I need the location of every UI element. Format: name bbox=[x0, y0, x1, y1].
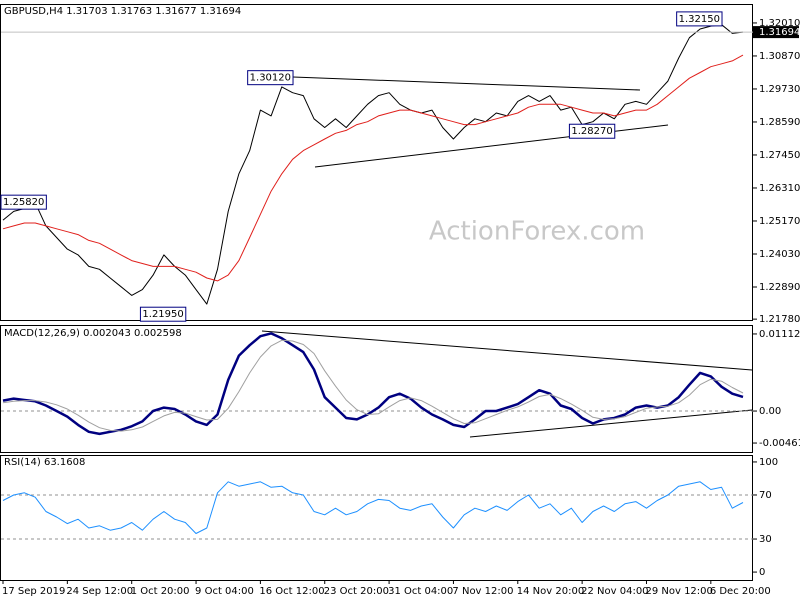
price-panel bbox=[0, 4, 753, 321]
trend-line bbox=[292, 76, 641, 91]
y-tick-label: 0.011123 bbox=[759, 329, 800, 340]
trend-line bbox=[469, 409, 753, 438]
x-tick-label: 22 Nov 04:00 bbox=[581, 586, 648, 597]
series-line bbox=[2, 481, 744, 534]
y-tick-label: 30 bbox=[759, 534, 772, 545]
annotation-label: 1.28270 bbox=[571, 126, 612, 137]
annotation-box bbox=[139, 306, 187, 322]
y-tick-label: -0.004617 bbox=[759, 438, 800, 449]
y-tick-label: 1.22890 bbox=[759, 282, 800, 293]
annotation-label: 1.21950 bbox=[142, 309, 183, 320]
y-tick-label: 1.24030 bbox=[759, 249, 800, 260]
y-tick-label: 100 bbox=[759, 457, 778, 468]
series-line bbox=[2, 339, 744, 432]
x-tick-label: 24 Sep 12:00 bbox=[66, 586, 133, 597]
annotation-label: 1.32150 bbox=[679, 14, 720, 25]
y-tick-label: 1.29730 bbox=[759, 84, 800, 95]
annotation-box bbox=[568, 123, 616, 139]
y-tick-label: 0 bbox=[759, 567, 765, 578]
watermark: ActionForex.com bbox=[429, 217, 645, 247]
x-tick-label: 17 Sep 2019 bbox=[2, 586, 65, 597]
y-tick-label: 1.30870 bbox=[759, 51, 800, 62]
chart-title: GBPUSD,H4 1.31703 1.31763 1.31677 1.3169… bbox=[4, 6, 241, 17]
series-line bbox=[2, 332, 744, 436]
last-price-box bbox=[753, 26, 799, 39]
x-tick-label: 16 Oct 12:00 bbox=[259, 586, 324, 597]
y-tick-label: 1.32010 bbox=[759, 18, 800, 29]
annotation-label: 1.25820 bbox=[3, 197, 44, 208]
y-tick-label: 70 bbox=[759, 490, 772, 501]
x-tick-label: 6 Dec 20:00 bbox=[710, 586, 771, 597]
chart-title: MACD(12,26,9) 0.002043 0.002598 bbox=[4, 328, 182, 339]
y-tick-label: 1.28590 bbox=[759, 117, 800, 128]
annotation-box bbox=[0, 194, 47, 210]
x-tick-label: 29 Nov 12:00 bbox=[645, 586, 712, 597]
chart-title: RSI(14) 63.1608 bbox=[4, 457, 85, 468]
x-tick-label: 7 Nov 12:00 bbox=[452, 586, 513, 597]
y-tick-label: 1.27450 bbox=[759, 150, 800, 161]
annotation-box bbox=[676, 11, 723, 27]
macd-panel bbox=[0, 325, 753, 453]
y-tick-label: 0.00 bbox=[759, 406, 781, 417]
y-tick-label: 1.21780 bbox=[759, 314, 800, 325]
x-tick-label: 9 Oct 04:00 bbox=[195, 586, 254, 597]
series-line bbox=[2, 24, 744, 305]
y-tick-label: 1.26310 bbox=[759, 183, 800, 194]
x-tick-label: 31 Oct 04:00 bbox=[388, 586, 453, 597]
rsi-panel bbox=[0, 455, 753, 581]
trend-line bbox=[261, 330, 753, 371]
x-tick-label: 1 Oct 20:00 bbox=[131, 586, 190, 597]
y-tick-label: 1.25170 bbox=[759, 216, 800, 227]
x-tick-label: 23 Oct 20:00 bbox=[324, 586, 389, 597]
annotation-label: 1.30120 bbox=[250, 73, 291, 84]
x-tick-label: 14 Nov 20:00 bbox=[517, 586, 584, 597]
annotation-box bbox=[247, 70, 294, 86]
last-price-label: 1.31694 bbox=[759, 27, 800, 38]
series-line bbox=[2, 54, 744, 282]
